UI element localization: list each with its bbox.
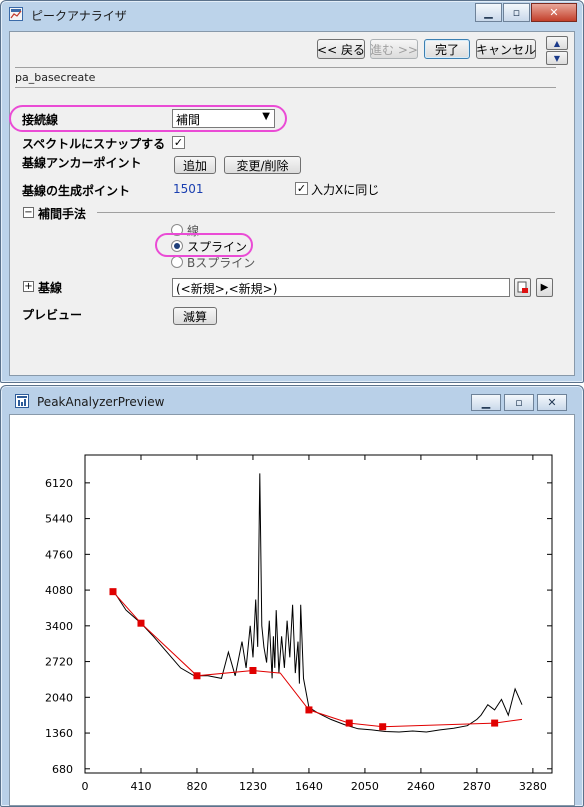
plot-frame xyxy=(84,454,553,774)
back-button[interactable]: << 戻る xyxy=(317,39,365,59)
spectrum-line xyxy=(112,473,523,733)
x-tick-label: 2870 xyxy=(463,780,491,793)
minimize-button[interactable]: ▁ xyxy=(475,3,502,22)
anchor-point xyxy=(137,619,145,627)
y-tick-label: 2720 xyxy=(45,656,73,669)
y-tick-label: 2040 xyxy=(45,691,73,704)
graph-icon xyxy=(15,394,29,408)
down-arrow-icon: ▼ xyxy=(553,53,561,63)
snap-checkbox[interactable]: ✓ xyxy=(172,136,185,149)
y-tick-label: 4080 xyxy=(45,584,73,597)
app-icon xyxy=(9,7,23,21)
add-anchor-button[interactable]: 追加 xyxy=(174,156,216,174)
y-tick-label: 4760 xyxy=(45,548,73,561)
maximize-button[interactable]: ▫ xyxy=(503,3,530,22)
preview-title-bar[interactable]: PeakAnalyzerPreview ▁ ▫ ✕ xyxy=(1,386,583,414)
close-button[interactable]: ✕ xyxy=(531,3,577,22)
snap-label: スペクトルにスナップする xyxy=(22,137,166,151)
modify-anchor-button[interactable]: 変更/削除 xyxy=(224,156,301,174)
y-tick-label: 1360 xyxy=(45,727,73,740)
anchor-markers xyxy=(109,588,499,731)
page-path: pa_basecreate xyxy=(15,71,96,84)
subtract-button[interactable]: 減算 xyxy=(173,307,217,325)
generate-value[interactable]: 1501 xyxy=(173,182,204,196)
expander-expand-icon[interactable]: + xyxy=(23,281,34,292)
preview-window-title: PeakAnalyzerPreview xyxy=(37,395,165,409)
axis-ticks: 0 410 820 1230 1640 2050 2460 2870 3280 680 1360 20… xyxy=(45,455,552,793)
anchor-point xyxy=(345,719,353,727)
preview-close-button[interactable]: ✕ xyxy=(537,394,567,411)
cancel-button[interactable]: キャンセル xyxy=(476,39,536,59)
interp-section-title: 補間手法 xyxy=(38,207,87,221)
anchor-point xyxy=(305,706,313,714)
anchor-point xyxy=(249,667,257,675)
baseline-field[interactable]: (<新規>,<新規>) xyxy=(172,278,510,297)
x-tick-label: 3280 xyxy=(519,780,547,793)
checkbox-check-icon: ✓ xyxy=(173,136,184,149)
section-divider xyxy=(97,212,555,213)
peak-analyzer-window: ピークアナライザ ▁ ▫ ✕ << 戻る 進む >> 完了 キャンセル ▲ ▼ … xyxy=(0,0,584,383)
radio-spline-label: スプライン xyxy=(187,240,248,254)
baseline-curve xyxy=(112,591,523,728)
down-button[interactable]: ▼ xyxy=(546,51,568,65)
x-tick-label: 1640 xyxy=(295,780,323,793)
y-tick-label: 6120 xyxy=(45,477,73,490)
x-tick-label: 820 xyxy=(186,780,207,793)
checkbox-check-icon: ✓ xyxy=(296,182,307,195)
x-tick-label: 0 xyxy=(82,780,89,793)
preview-label: プレビュー xyxy=(22,308,83,322)
divider xyxy=(15,87,556,88)
anchor-point xyxy=(379,723,387,731)
y-tick-label: 680 xyxy=(52,763,73,776)
next-button[interactable]: 進む >> xyxy=(370,39,418,59)
x-tick-label: 1230 xyxy=(239,780,267,793)
dialog-client xyxy=(9,31,575,376)
preview-maximize-button[interactable]: ▫ xyxy=(504,394,534,411)
maximize-icon: ▫ xyxy=(515,396,523,409)
expander-collapse-icon[interactable]: − xyxy=(23,207,34,218)
same-as-input-label: 入力Xに同じ xyxy=(311,183,380,197)
generate-label: 基線の生成ポイント xyxy=(22,184,131,198)
minimize-icon: ▁ xyxy=(481,396,491,409)
finish-button[interactable]: 完了 xyxy=(424,39,470,59)
preview-minimize-button[interactable]: ▁ xyxy=(471,394,501,411)
x-tick-label: 2050 xyxy=(351,780,379,793)
title-bar[interactable]: ピークアナライザ ▁ ▫ ✕ xyxy=(1,1,583,29)
y-tick-label: 5440 xyxy=(45,513,73,526)
close-icon: ✕ xyxy=(547,396,557,409)
divider xyxy=(15,67,556,68)
same-as-input-checkbox[interactable]: ✓ xyxy=(295,182,308,195)
pick-icon xyxy=(517,281,528,293)
anchor-point xyxy=(109,588,117,596)
anchor-label: 基線アンカーポイント xyxy=(22,156,142,170)
connection-select[interactable]: 補間 ▼ xyxy=(172,109,275,128)
up-arrow-icon: ▲ xyxy=(553,38,561,48)
chart-series xyxy=(112,473,523,733)
radio-spline[interactable] xyxy=(171,240,183,252)
minimize-icon: ▁ xyxy=(484,6,493,19)
baseline-label: 基線 xyxy=(38,281,63,295)
play-button[interactable]: ▶ xyxy=(536,278,553,297)
y-tick-label: 3400 xyxy=(45,620,73,633)
maximize-icon: ▫ xyxy=(512,6,521,19)
radio-bspline-label: Bスプライン xyxy=(187,256,256,270)
play-arrow-icon: ▶ xyxy=(540,282,549,293)
pick-button[interactable] xyxy=(514,278,531,297)
connection-label: 接続線 xyxy=(22,113,59,127)
up-button[interactable]: ▲ xyxy=(546,36,568,50)
window-title: ピークアナライザ xyxy=(31,9,127,23)
anchor-point xyxy=(491,719,499,727)
dropdown-arrow-icon: ▼ xyxy=(262,111,270,122)
x-tick-label: 410 xyxy=(130,780,151,793)
x-tick-label: 2460 xyxy=(407,780,435,793)
connection-value: 補間 xyxy=(176,113,201,127)
close-icon: ✕ xyxy=(549,6,559,19)
anchor-point xyxy=(193,672,201,680)
